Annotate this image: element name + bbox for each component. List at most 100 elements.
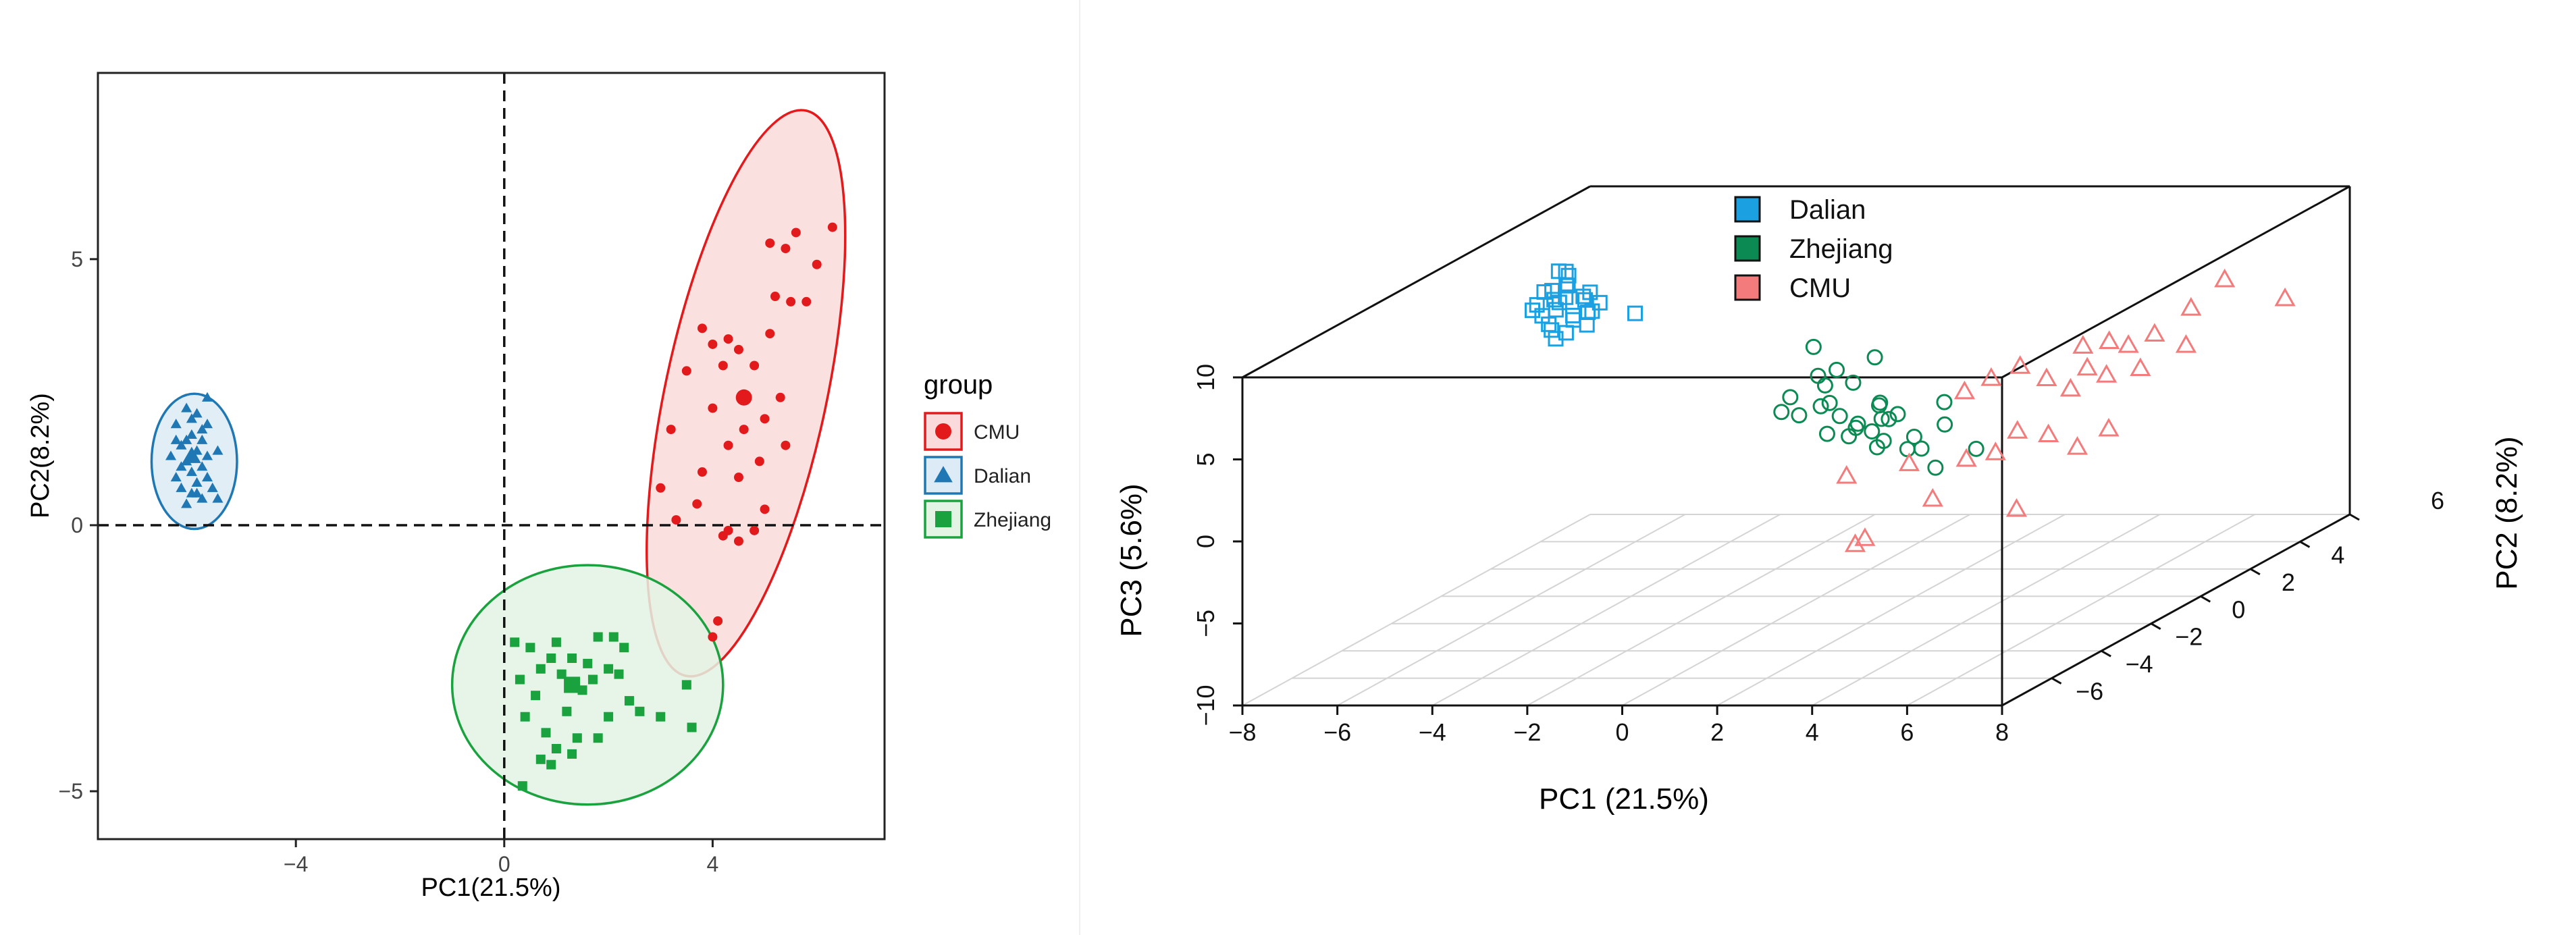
pca-3d-panel: −8 −6 −4 −2 0 2 4 6 8 −10 −5 0 5 10 −6 −4 −2 0 2 4 6 Dalian Z…	[1080, 0, 2576, 935]
x-tick-label: 0	[1615, 718, 1629, 746]
x-tick-label: 8	[1995, 718, 2009, 746]
zhejiang-point	[1829, 361, 1845, 378]
y-tick-label: 6	[2431, 487, 2444, 514]
cmu-point	[750, 525, 760, 535]
dalian-point	[170, 471, 182, 482]
dalian-centroid	[182, 446, 201, 463]
cmu-point	[2118, 334, 2139, 353]
cmu-point	[713, 616, 723, 626]
zhejiang-point	[1791, 407, 1808, 424]
cmu-point	[2098, 417, 2120, 437]
cmu-point	[708, 339, 718, 349]
box-edge	[2001, 185, 2350, 379]
pca-3d-chart: −8 −6 −4 −2 0 2 4 6 8 −10 −5 0 5 10 −6 −4 −2 0 2 4 6 Dalian Z…	[1115, 185, 2523, 816]
dalian-point	[170, 434, 182, 444]
zhejiang-point	[1845, 374, 1862, 391]
zhejiang-point	[1866, 349, 1883, 366]
zhejiang-point	[1881, 410, 1897, 427]
zhejiang-point	[572, 733, 582, 743]
floor-grid-line	[1337, 514, 1686, 706]
pca-2d-panel: −4 0 4 −5 0 5 PC1(21.5%) PC2(8.2%) group CMU D…	[0, 0, 1080, 935]
cmu-point	[656, 483, 666, 493]
zhejiang-point	[556, 669, 567, 679]
dalian-point	[1544, 283, 1560, 299]
y-axis-title: PC2 (8.2%)	[2490, 436, 2523, 589]
cmu-point	[765, 238, 775, 248]
cmu-point	[718, 531, 728, 541]
zhejiang-point	[525, 643, 535, 653]
z-tick-label: −5	[1192, 610, 1219, 637]
legend-key-cmu	[1734, 274, 1761, 301]
floor-grid-line	[1906, 514, 2255, 706]
zhejiang-point	[608, 632, 619, 642]
dalian-point	[1529, 297, 1545, 313]
zhejiang-point	[614, 669, 624, 679]
x-tick-label: −4	[1419, 718, 1446, 746]
cmu-point	[2076, 356, 2098, 376]
y-tick-mark	[2101, 649, 2111, 658]
dalian-point	[196, 424, 208, 434]
x-tick-label: −8	[1228, 718, 1256, 746]
cmu-point	[781, 244, 791, 254]
cmu-point	[1844, 533, 1866, 552]
dalian-point	[196, 493, 208, 503]
dalian-point	[1558, 325, 1574, 341]
zhejiang-point	[520, 712, 530, 722]
cmu-point	[692, 499, 702, 509]
cmu-point	[786, 296, 796, 306]
zhejiang-point	[1805, 338, 1822, 355]
legend-label-cmu: CMU	[1789, 273, 1851, 303]
zhejiang-point	[1821, 394, 1838, 411]
y-tick-mark	[2051, 677, 2062, 685]
legend-marker-dalian	[934, 466, 953, 483]
cmu-point	[2175, 334, 2197, 353]
x-tick-label: −2	[1513, 718, 1541, 746]
cmu-point	[1953, 380, 1976, 400]
legend-label-cmu: CMU	[974, 421, 1020, 444]
y-tick-label: 4	[2331, 541, 2344, 568]
y-tick-mark	[2250, 568, 2261, 576]
cmu-point	[1980, 367, 2002, 386]
zhejiang-point	[531, 691, 541, 701]
pca-2d-chart: −4 0 4 −5 0 5 PC1(21.5%) PC2(8.2%) group CMU D…	[26, 72, 1051, 902]
zhejiang-point	[681, 680, 691, 690]
dalian-point	[207, 482, 218, 492]
y-tick-label: −6	[2076, 678, 2103, 705]
cmu-point	[1922, 487, 1943, 507]
cmu-point	[2066, 436, 2088, 455]
cmu-point	[1836, 464, 1858, 484]
cmu-point	[697, 323, 707, 333]
zhejiang-point	[1937, 416, 1953, 433]
zhejiang-point	[517, 781, 527, 791]
y-tick-mark	[2299, 541, 2311, 548]
cmu-point	[2180, 297, 2202, 316]
zhejiang-point	[587, 674, 598, 685]
box-edge	[1242, 185, 1591, 379]
cmu-point	[666, 425, 676, 435]
zhejiang-point	[619, 643, 629, 653]
x-tick-label: 2	[1710, 718, 1724, 746]
legend-key-dalian	[1734, 196, 1761, 223]
cmu-point	[754, 456, 764, 466]
dalian-point	[1550, 263, 1567, 279]
dalian-point	[176, 439, 187, 450]
zhejiang-point	[1889, 406, 1906, 423]
dalian-point	[191, 477, 203, 487]
dalian-point	[201, 419, 213, 429]
dalian-point	[196, 434, 208, 444]
zhejiang-point	[567, 653, 577, 664]
cmu-point	[2096, 364, 2118, 383]
x-tick-label: 0	[498, 852, 510, 876]
cmu-point	[2274, 287, 2296, 306]
cmu-point	[2099, 330, 2120, 349]
cmu-point	[708, 403, 718, 413]
zhejiang-point	[1873, 410, 1890, 427]
cmu-point	[1854, 527, 1876, 546]
z-tick-label: −10	[1192, 685, 1219, 726]
cmu-point	[708, 632, 718, 642]
x-tick-label: 6	[1900, 718, 1914, 746]
zhejiang-point	[546, 653, 556, 664]
zhejiang-point	[1818, 425, 1835, 442]
legend-label-zhejiang: Zhejiang	[974, 509, 1051, 531]
dalian-point	[176, 482, 187, 492]
